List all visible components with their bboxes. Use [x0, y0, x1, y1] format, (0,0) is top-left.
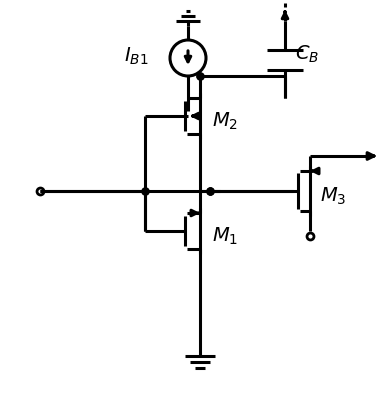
Text: $M_3$: $M_3$ [320, 186, 347, 207]
Text: $M_2$: $M_2$ [212, 110, 238, 131]
Text: $I_{B1}$: $I_{B1}$ [123, 45, 148, 67]
Text: $C_B$: $C_B$ [295, 44, 319, 65]
Text: $M_1$: $M_1$ [212, 225, 238, 247]
